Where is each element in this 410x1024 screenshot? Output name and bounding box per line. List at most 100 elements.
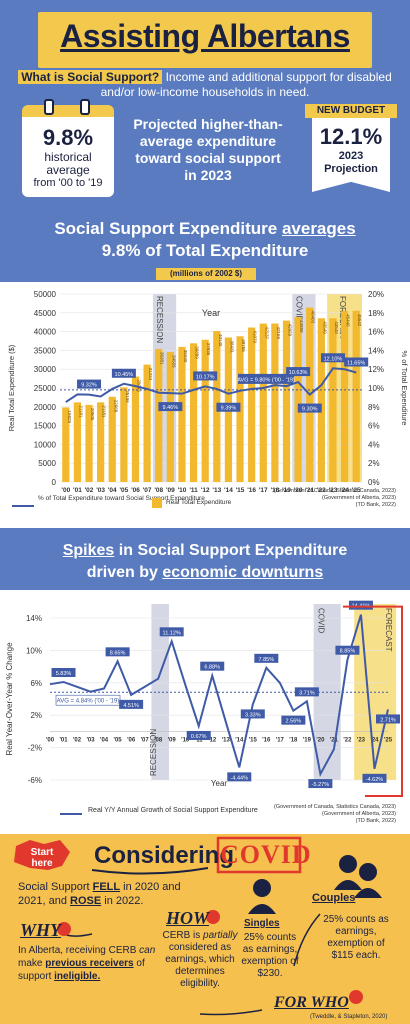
bar: [85, 404, 93, 482]
legend-line-label: % of Total Expenditure toward Social Sup…: [38, 495, 205, 502]
x-tick-label: '14: [224, 487, 233, 494]
growth-label: -4.44%: [231, 775, 249, 781]
x-tick-label: '23: [357, 737, 366, 743]
growth-label: 0.67%: [191, 734, 207, 740]
y2-tick-label: 18%: [368, 309, 384, 318]
calendar-label-1: historical: [44, 150, 92, 164]
growth-label-box: [51, 667, 76, 677]
x-tick-label: '15: [236, 487, 245, 494]
growth-label: 4.51%: [123, 703, 139, 709]
bar: [248, 327, 256, 482]
bar-value-label: 43888: [299, 320, 304, 333]
covid-decor: [14, 836, 382, 1016]
arrow-icon: [199, 1009, 263, 1016]
pct-label: 10.63%: [289, 370, 308, 376]
x-tick-label: '09: [166, 487, 175, 494]
x-tick-label: '13: [222, 737, 231, 743]
x-tick-label: '01: [73, 487, 82, 494]
growth-label: 3.33%: [245, 712, 261, 718]
budget-badge-label: 2023 Projection: [312, 150, 390, 176]
y-tick-label: 40000: [34, 328, 57, 337]
source-label: (TD Bank, 2022): [356, 502, 397, 508]
bar-value-label: 25196: [125, 390, 130, 403]
y-tick-label: 35000: [34, 346, 57, 355]
page-title: Assisting Albertans: [60, 18, 350, 54]
covid-stamp-label: COVID: [220, 840, 312, 869]
projection-text: Projected higher-than-average expenditur…: [133, 116, 283, 183]
why-heading: WHY: [20, 920, 62, 940]
historical-average-label: historical average from '00 to '19: [22, 151, 114, 190]
x-tick-label: '10: [181, 737, 190, 743]
chart2-title-underline1: Spikes: [62, 542, 115, 559]
why-body-3: of support: [18, 958, 145, 982]
bar: [143, 364, 151, 482]
bar-value-label: 35381: [160, 352, 165, 365]
budget-badge-value: 12.1%: [319, 124, 383, 149]
question-icon: [57, 922, 71, 936]
budget-badge-year: 2023: [338, 150, 364, 162]
bar: [178, 346, 186, 482]
bar-value-label: 38431: [229, 340, 234, 353]
x-tick-label: '16: [262, 737, 271, 743]
bar-value-label: 43549: [334, 321, 339, 334]
avg-label-box: [238, 373, 295, 384]
bar-value-label: 43549: [322, 321, 327, 334]
growth-label: -5.27%: [312, 782, 330, 788]
x-tick-label: '18: [289, 737, 298, 743]
pct-label: 10.17%: [196, 374, 215, 380]
pct-label-box: [77, 379, 102, 389]
chart1-title-part2: 9.8% of Total Expenditure: [101, 241, 309, 260]
x-tick-label: '01: [59, 737, 68, 743]
growth-label-box: [294, 687, 319, 697]
why-prev: previous receivers: [45, 958, 134, 969]
calendar-label-2: average: [46, 163, 90, 177]
shade-label: RECESSION: [155, 296, 164, 343]
y2-tick-label: 8%: [368, 403, 380, 412]
growth-label-box: [119, 699, 144, 709]
start-burst-icon: [14, 840, 70, 870]
pct-label: 9.46%: [163, 405, 179, 411]
growth-label-box: [186, 730, 211, 740]
definition-question: What is Social Support?: [18, 70, 163, 84]
source-label: (Government of Canada, Statistics Canada…: [274, 804, 396, 810]
pct-label: 11.65%: [347, 360, 365, 366]
x-tick-label: '08: [154, 487, 163, 494]
bar: [166, 352, 174, 482]
growth-label-box: [227, 772, 252, 782]
bar-value-label: 21181: [78, 405, 83, 418]
y2-tick-label: 14%: [368, 346, 384, 355]
pct-label-box: [320, 353, 345, 363]
pct-label-box: [158, 402, 183, 412]
pct-label-box: [286, 367, 311, 377]
y-tick-label: 14%: [26, 614, 42, 623]
x-tick-label: '11: [189, 487, 198, 494]
fell-text-2: in 2020 and 2021, and: [18, 881, 181, 907]
shade-label: COVID: [294, 296, 303, 322]
how-body-2: considered as earnings, which determines…: [165, 942, 235, 989]
shade-label: FORECAST: [384, 608, 393, 652]
couples-heading: Couples: [312, 892, 356, 904]
y-tick-label: 50000: [34, 290, 57, 299]
citation: (Tweddle, & Stapleton, 2020): [310, 1014, 388, 1020]
x-tick-label: '23: [329, 487, 338, 494]
x-tick-label: '24: [370, 737, 379, 743]
x-tick-label: '06: [127, 737, 136, 743]
pct-label: 9.39%: [221, 406, 237, 412]
bar-value-label: 20505: [90, 408, 95, 421]
legend-bar-label: Real Total Expenditure: [166, 499, 232, 506]
covid-section: Start here Considering COVID Social Supp…: [0, 834, 410, 1024]
growth-label: 8.85%: [340, 649, 356, 655]
historical-average-value: 9.8%: [42, 125, 94, 150]
x-tick-label: '04: [100, 737, 109, 743]
how-body: CERB is partially considered as earnings…: [160, 930, 240, 990]
couples-body: 25% counts as earnings, exemption of $11…: [323, 914, 389, 961]
bar: [155, 348, 163, 482]
social-support-definition: What is Social Support? Income and addit…: [12, 70, 398, 100]
x-tick-label: '05: [114, 737, 123, 743]
y-tick-label: 30000: [34, 365, 57, 374]
bar-value-label: 19829: [67, 410, 72, 423]
source-label: (Government of Canada, Statistics Canada…: [274, 488, 396, 494]
x-tick-label: '16: [247, 487, 256, 494]
bar: [259, 323, 267, 482]
x-tick-label: '09: [168, 737, 177, 743]
